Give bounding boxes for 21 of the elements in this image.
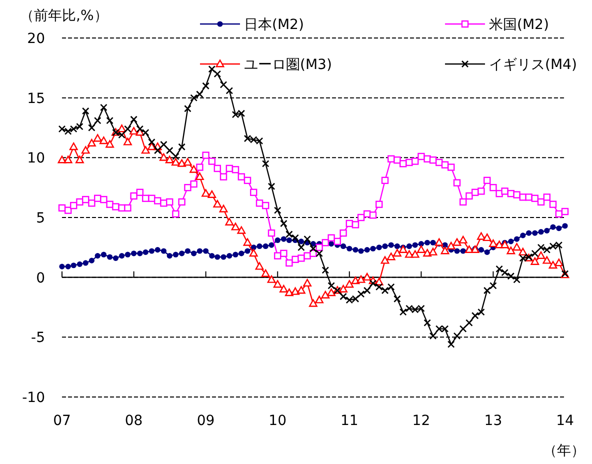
legend-label: 日本(M2)	[244, 17, 304, 33]
y-tick-label: 15	[27, 90, 45, 107]
y-tick-label: -5	[31, 330, 45, 346]
x-tick-label: 09	[196, 413, 215, 429]
x-tick-label: 08	[124, 413, 143, 429]
x-tick-label: 12	[412, 413, 430, 429]
legend-label: ユーロ圏(M3)	[244, 57, 332, 73]
y-tick-label: 0	[36, 270, 45, 286]
x-tick-label: 13	[484, 413, 502, 429]
y-axis-title: （前年比,%）	[20, 8, 108, 24]
x-tick-label: 10	[268, 413, 287, 429]
y-tick-label: 5	[36, 210, 45, 226]
y-tick-label: 20	[27, 31, 45, 47]
legend-label: イギリス(M4)	[489, 57, 577, 73]
x-axis-title: （年）	[543, 443, 585, 459]
x-tick-label: 11	[340, 413, 358, 429]
x-tick-label: 14	[556, 413, 574, 429]
legend-label: 米国(M2)	[489, 17, 549, 33]
y-tick-label: 10	[27, 150, 45, 167]
y-tick-label: -10	[22, 390, 45, 406]
x-tick-label: 07	[53, 413, 71, 429]
